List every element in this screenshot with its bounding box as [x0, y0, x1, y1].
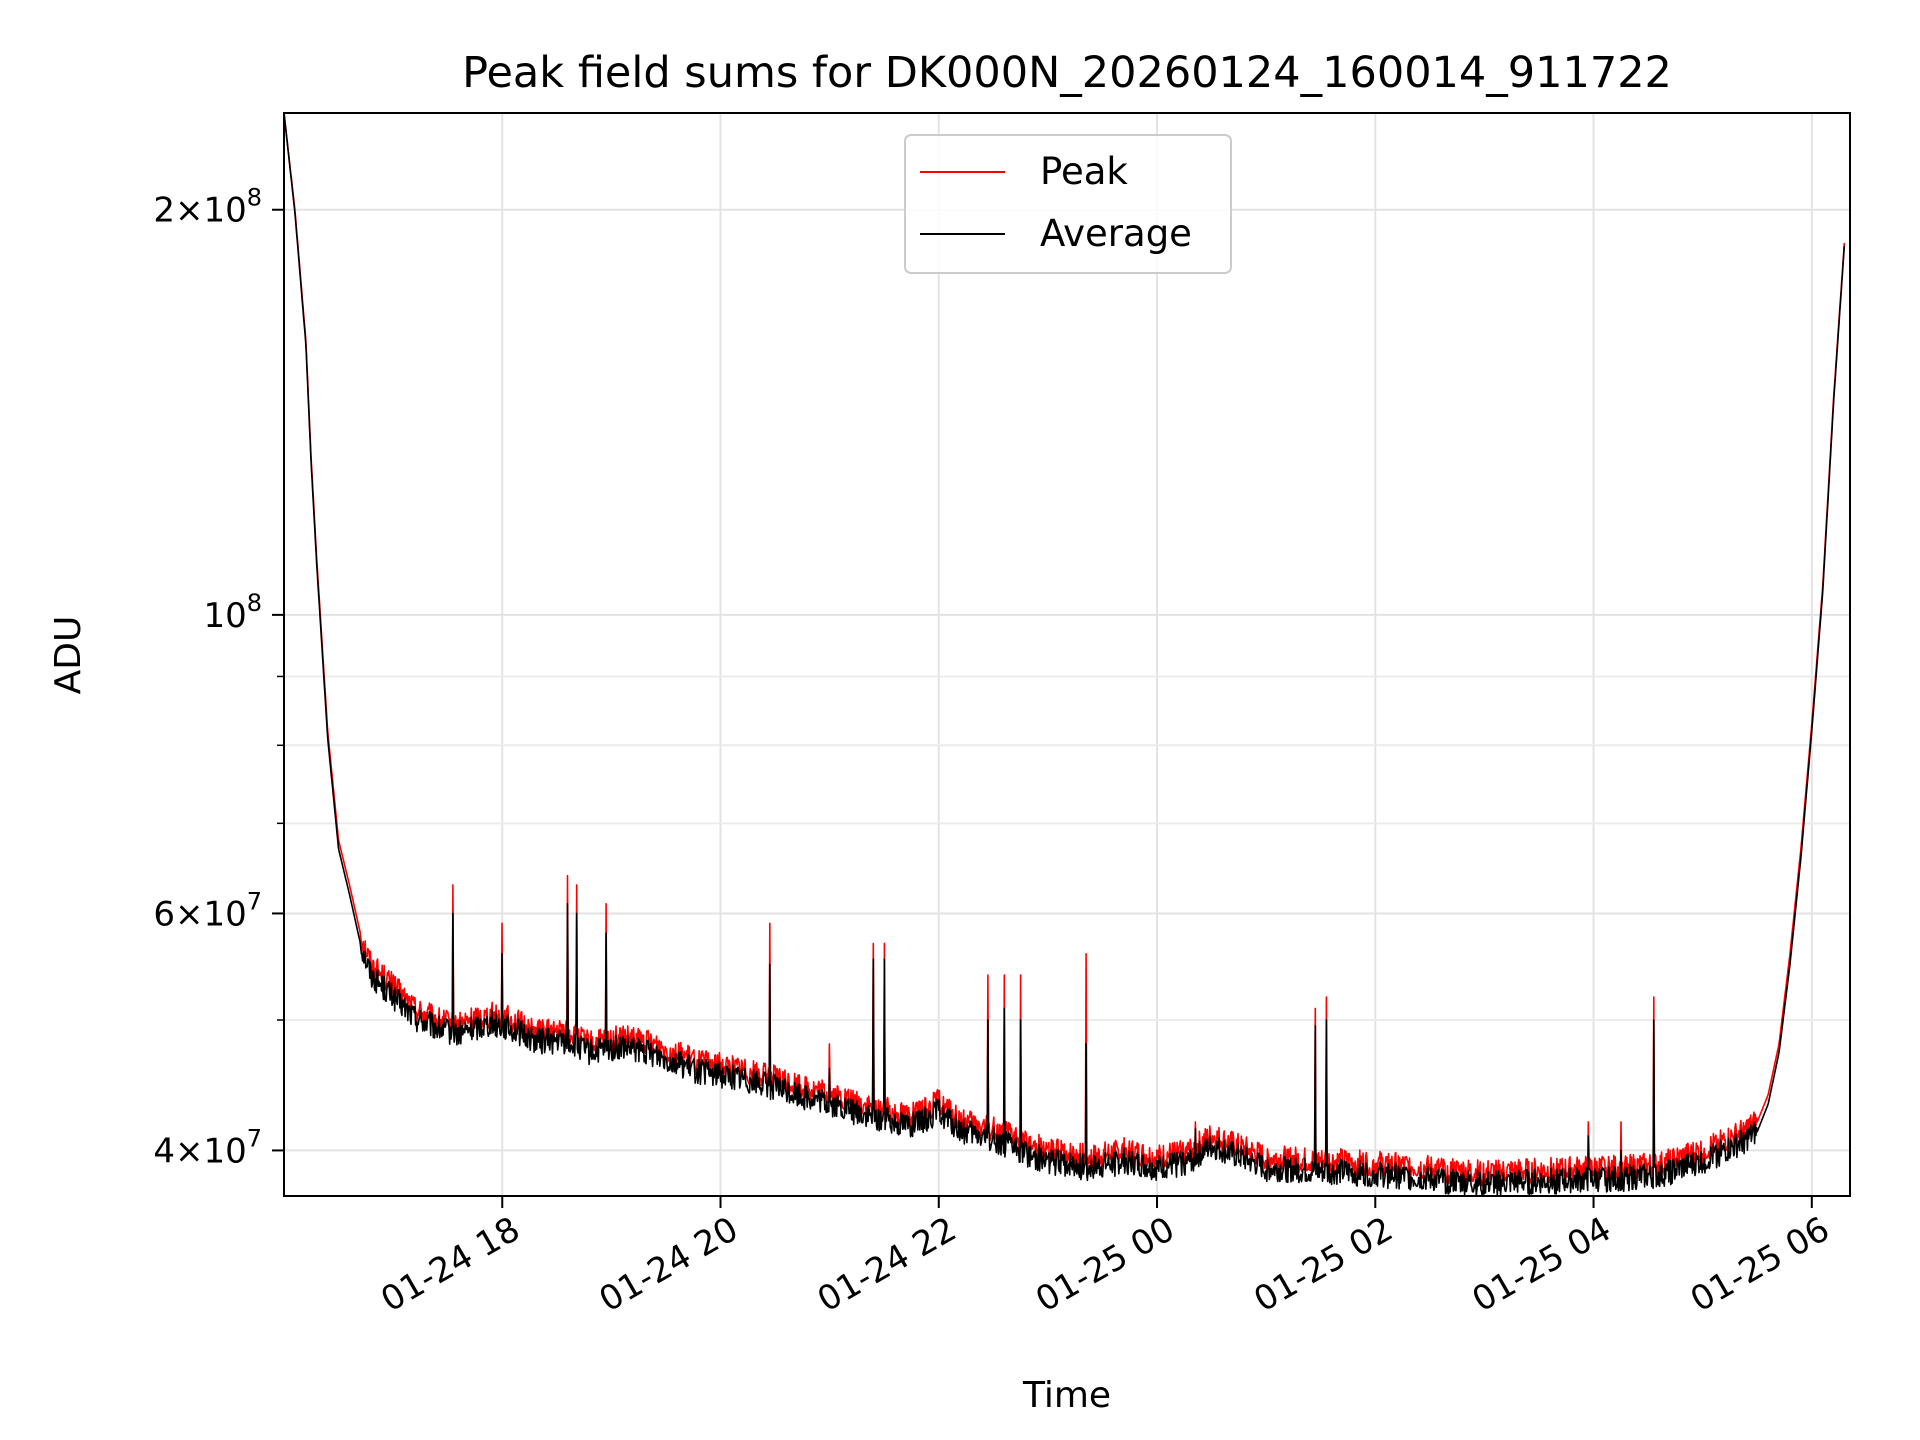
- series-line-average: [283, 112, 1846, 1197]
- chart-title: Peak field sums for DK000N_20260124_1600…: [462, 48, 1672, 98]
- y-tick-label: 108: [203, 589, 262, 636]
- y-tick-label: 6×107: [153, 887, 262, 934]
- x-axis-label: Time: [1022, 1375, 1111, 1416]
- y-tick-label: 2×108: [153, 184, 262, 231]
- y-tick-label: 4×107: [153, 1124, 262, 1171]
- series-layer: [283, 112, 1846, 1197]
- series-line-peak: [283, 112, 1846, 1187]
- legend-label-average: Average: [1040, 212, 1192, 255]
- plot-frame: [283, 112, 1851, 1197]
- y-axis-label: ADU: [48, 616, 89, 695]
- legend[interactable]: Peak Average: [904, 134, 1232, 274]
- legend-label-peak: Peak: [1040, 150, 1128, 193]
- legend-box: [904, 134, 1232, 274]
